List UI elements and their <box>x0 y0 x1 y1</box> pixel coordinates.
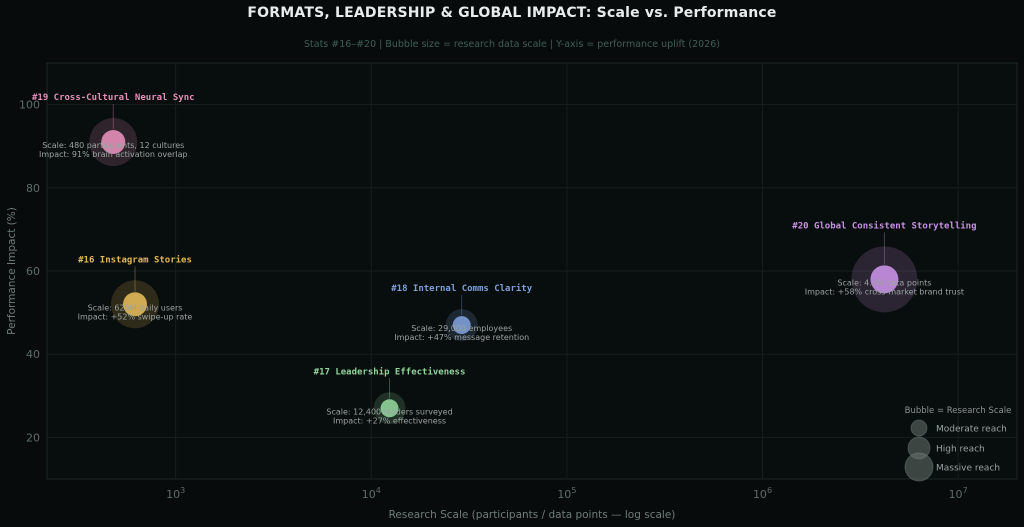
legend-swatch <box>910 419 928 437</box>
chart-title: FORMATS, LEADERSHIP & GLOBAL IMPACT: Sca… <box>247 5 777 21</box>
y-tick-label: 60 <box>26 265 40 278</box>
legend-item-label: Massive reach <box>936 464 1000 474</box>
grid <box>47 63 1017 479</box>
x-tick-label: 104 <box>362 486 381 501</box>
point-impact-text: Impact: +27% effectiveness <box>333 416 446 425</box>
point-scale-text: Scale: 12,400 leaders surveyed <box>326 407 452 416</box>
point-scale-text: Scale: 480 participants, 12 cultures <box>42 141 184 150</box>
legend-title: Bubble = Research Scale <box>905 406 1012 416</box>
bubble-core <box>452 316 471 335</box>
point-label: #17 Leadership Effectiveness <box>314 366 466 377</box>
legend-item-label: High reach <box>936 445 985 455</box>
y-tick-label: 20 <box>26 431 40 444</box>
x-tick-label: 103 <box>166 486 185 501</box>
data-point: #17 Leadership Effectiveness Scale: 12,40… <box>314 366 466 425</box>
x-tick-label: 105 <box>557 486 576 501</box>
bubble-core <box>870 265 899 294</box>
point-impact-text: Impact: +47% message retention <box>394 333 529 342</box>
bubble-core <box>123 292 148 317</box>
point-scale-text: Scale: 4.2M data points <box>837 278 931 287</box>
data-points: #19 Cross-Cultural Neural Sync Scale: 480… <box>32 93 977 425</box>
y-tick-label: 40 <box>26 348 40 361</box>
x-axis-label: Research Scale (participants / data poin… <box>389 509 676 521</box>
point-label: #18 Internal Comms Clarity <box>391 283 532 294</box>
data-point: #19 Cross-Cultural Neural Sync Scale: 480… <box>32 93 195 167</box>
x-tick-label: 106 <box>753 486 772 501</box>
point-label: #19 Cross-Cultural Neural Sync <box>32 93 195 103</box>
x-tick-label: 107 <box>949 486 968 501</box>
point-scale-text: Scale: 625M daily users <box>88 303 183 312</box>
chart-subtitle: Stats #16–#20 | Bubble size = research d… <box>304 39 720 50</box>
y-tick-label: 80 <box>26 182 40 195</box>
point-label: #16 Instagram Stories <box>78 254 192 265</box>
legend-swatch <box>904 452 934 482</box>
data-point: #18 Internal Comms Clarity Scale: 29,000 … <box>391 283 532 342</box>
point-impact-text: Impact: 91% brain activation overlap <box>39 150 188 159</box>
bubble-core <box>380 399 399 418</box>
point-impact-text: Impact: +58% cross-market brand trust <box>805 287 964 296</box>
data-point: #16 Instagram Stories Scale: 625M daily u… <box>78 254 193 329</box>
point-scale-text: Scale: 29,000 employees <box>411 324 512 333</box>
bubble-core <box>101 130 126 155</box>
y-axis-label: Performance Impact (%) <box>6 207 18 335</box>
point-label: #20 Global Consistent Storytelling <box>792 220 976 231</box>
data-point: #20 Global Consistent Storytelling Scale:… <box>792 220 977 313</box>
point-impact-text: Impact: +52% swipe-up rate <box>78 312 193 321</box>
legend-item-label: Moderate reach <box>936 425 1007 435</box>
y-tick-label: 100 <box>19 99 40 112</box>
legend: Bubble = Research Scale Moderate reach Hig… <box>904 406 1012 482</box>
